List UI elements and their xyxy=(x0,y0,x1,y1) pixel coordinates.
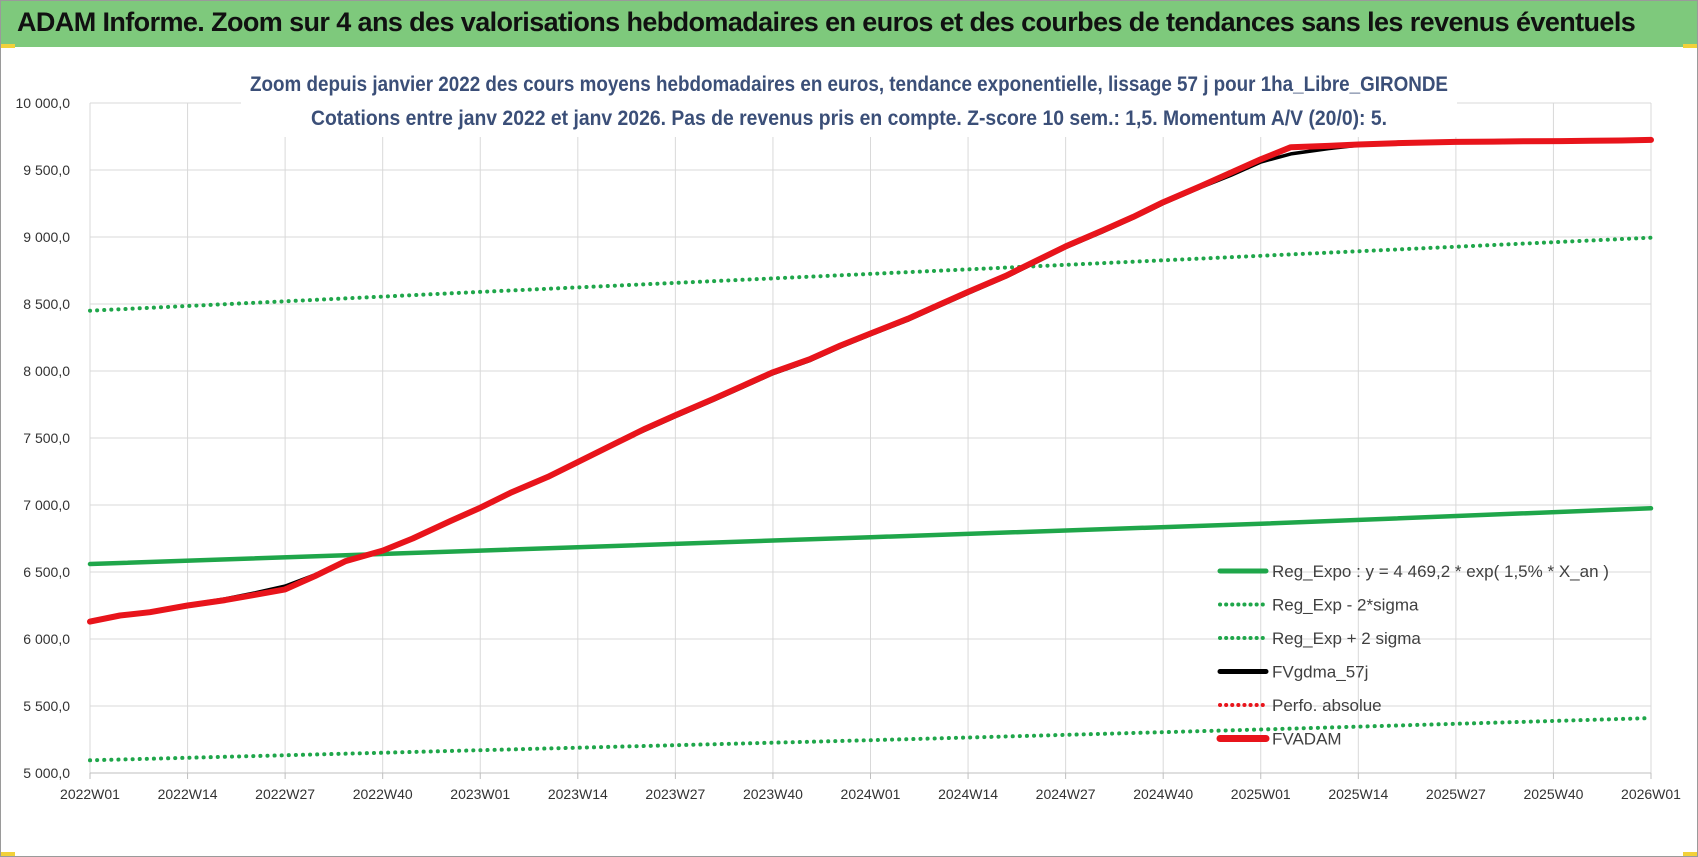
x-tick-label: 2025W40 xyxy=(1523,786,1583,802)
x-tick-label: 2024W01 xyxy=(841,786,901,802)
title-background xyxy=(241,65,1457,137)
x-tick-label: 2022W14 xyxy=(158,786,218,802)
x-tick-label: 2022W40 xyxy=(353,786,413,802)
x-tick-label: 2022W01 xyxy=(60,786,120,802)
x-tick-label: 2025W01 xyxy=(1231,786,1291,802)
y-tick-label: 7 000,0 xyxy=(23,497,70,513)
banner: ADAM Informe. Zoom sur 4 ans des valoris… xyxy=(1,1,1697,47)
corner-marker xyxy=(1683,44,1697,48)
chart-title: Zoom depuis janvier 2022 des cours moyen… xyxy=(250,73,1448,96)
y-tick-label: 8 500,0 xyxy=(23,296,70,312)
series-line xyxy=(88,235,1653,313)
x-tick-label: 2024W40 xyxy=(1133,786,1193,802)
y-tick-label: 9 500,0 xyxy=(23,162,70,178)
y-tick-label: 6 000,0 xyxy=(23,631,70,647)
legend-label: Reg_Exp - 2*sigma xyxy=(1272,596,1419,615)
y-tick-label: 7 500,0 xyxy=(23,430,70,446)
y-tick-label: 5 500,0 xyxy=(23,698,70,714)
series-line xyxy=(87,136,1654,625)
series-line xyxy=(88,716,1653,763)
chart-subtitle: Cotations entre janv 2022 et janv 2026. … xyxy=(311,107,1387,130)
y-tick-label: 10 000,0 xyxy=(16,95,71,111)
series-line xyxy=(87,506,1654,567)
y-tick-label: 6 500,0 xyxy=(23,564,70,580)
banner-title: ADAM Informe. Zoom sur 4 ans des valoris… xyxy=(17,7,1636,37)
y-tick-label: 8 000,0 xyxy=(23,363,70,379)
x-tick-label: 2023W40 xyxy=(743,786,803,802)
x-tick-label: 2023W14 xyxy=(548,786,608,802)
x-tick-label: 2025W14 xyxy=(1328,786,1388,802)
x-tick-label: 2023W27 xyxy=(645,786,705,802)
corner-marker xyxy=(1683,852,1697,856)
x-tick-label: 2025W27 xyxy=(1426,786,1486,802)
y-tick-label: 5 000,0 xyxy=(23,765,70,781)
y-tick-label: 9 000,0 xyxy=(23,229,70,245)
x-tick-label: 2024W14 xyxy=(938,786,998,802)
legend-label: Perfo. absolue xyxy=(1272,696,1382,715)
legend-label: FVADAM xyxy=(1272,730,1342,749)
x-tick-label: 2026W01 xyxy=(1621,786,1681,802)
legend-label: Reg_Exp + 2 sigma xyxy=(1272,629,1421,648)
legend-label: Reg_Expo : y = 4 469,2 * exp( 1,5% * X_a… xyxy=(1272,562,1609,581)
x-tick-label: 2024W27 xyxy=(1036,786,1096,802)
corner-marker xyxy=(1,852,15,856)
x-tick-label: 2022W27 xyxy=(255,786,315,802)
legend-label: FVgdma_57j xyxy=(1272,663,1368,682)
corner-marker xyxy=(1,44,15,48)
x-tick-label: 2023W01 xyxy=(450,786,510,802)
